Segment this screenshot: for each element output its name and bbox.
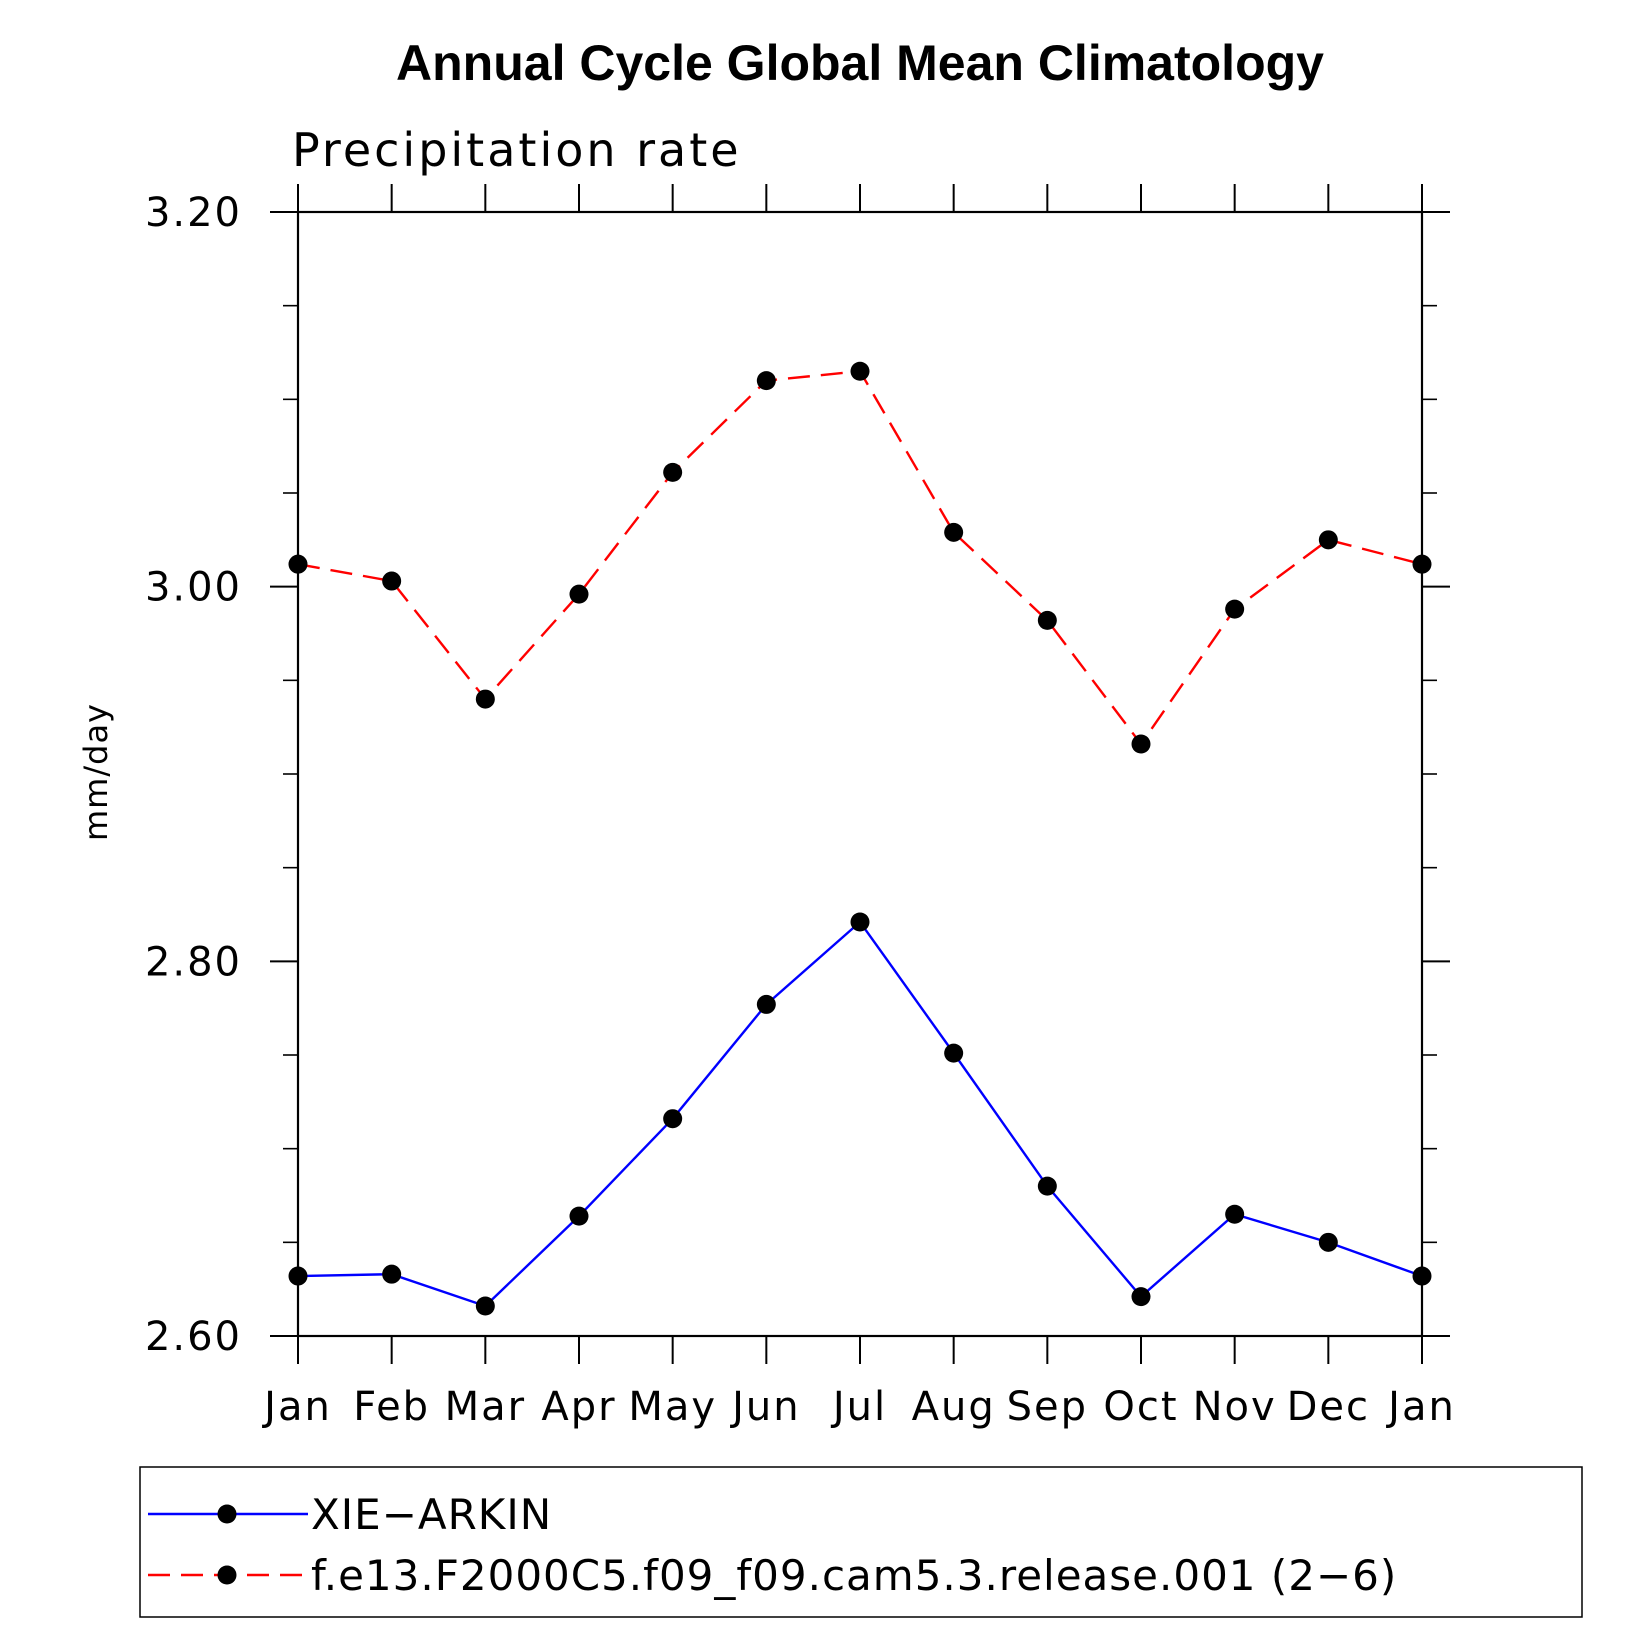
y-tick-label: 3.00 [145,565,242,611]
data-point [1318,530,1338,550]
data-point [1131,1287,1151,1307]
data-point [1225,599,1245,619]
y-tick-label: 3.20 [145,190,242,236]
data-point [569,584,589,604]
legend: XIE−ARKIN f.e13.F2000C5.f09_f09.cam5.3.re… [139,1466,1583,1618]
x-tick-label: Apr [541,1384,616,1430]
data-point [382,1264,402,1284]
legend-box [139,1466,1583,1618]
data-point [475,689,495,709]
y-axis-label: mm/day [77,703,115,841]
x-tick-label: Jun [729,1384,801,1430]
legend-marker [217,1565,237,1585]
data-point [663,1109,683,1129]
series-layer [288,361,1432,1316]
x-tick-label: Dec [1287,1384,1370,1430]
x-tick-label: Jan [1385,1384,1456,1430]
data-point [569,1206,589,1226]
data-point [1412,554,1432,574]
x-tick-label: May [628,1384,717,1430]
legend-label-2: f.e13.F2000C5.f09_f09.cam5.3.release.001… [311,1551,1397,1600]
series-line-2 [297,369,1423,747]
data-point [1037,1176,1057,1196]
data-point [850,361,870,381]
data-point [1318,1232,1338,1252]
x-tick-label: Feb [353,1384,430,1430]
x-tick-label: Aug [912,1384,996,1430]
data-point [288,554,308,574]
data-point [850,912,870,932]
x-tick-label: Oct [1103,1384,1178,1430]
x-tick-label: Jul [830,1384,887,1430]
data-point [756,994,776,1014]
data-point [944,522,964,542]
series-line-1 [297,920,1423,1308]
data-point [288,1266,308,1286]
x-tick-label: Jan [261,1384,332,1430]
data-point [475,1296,495,1316]
chart-title: Annual Cycle Global Mean Climatology [396,35,1324,91]
data-point [1412,1266,1432,1286]
data-point [1131,734,1151,754]
data-point [944,1043,964,1063]
x-tick-label: Sep [1007,1384,1088,1430]
data-point [663,462,683,482]
data-point [756,371,776,391]
chart-subtitle: Precipitation rate [292,123,742,177]
data-point [1037,610,1057,630]
x-tick-label: Nov [1193,1384,1277,1430]
data-point [1225,1204,1245,1224]
y-tick-label: 2.60 [145,1314,242,1360]
axes: Jan Feb Mar Apr May Jun Jul Aug Sep Oct Nov Dec Jan 2… [145,184,1456,1430]
y-tick-label: 2.80 [145,939,242,985]
legend-label-1: XIE−ARKIN [311,1490,552,1539]
x-tick-label: Mar [445,1384,526,1430]
legend-marker [217,1504,237,1524]
data-point [382,571,402,591]
